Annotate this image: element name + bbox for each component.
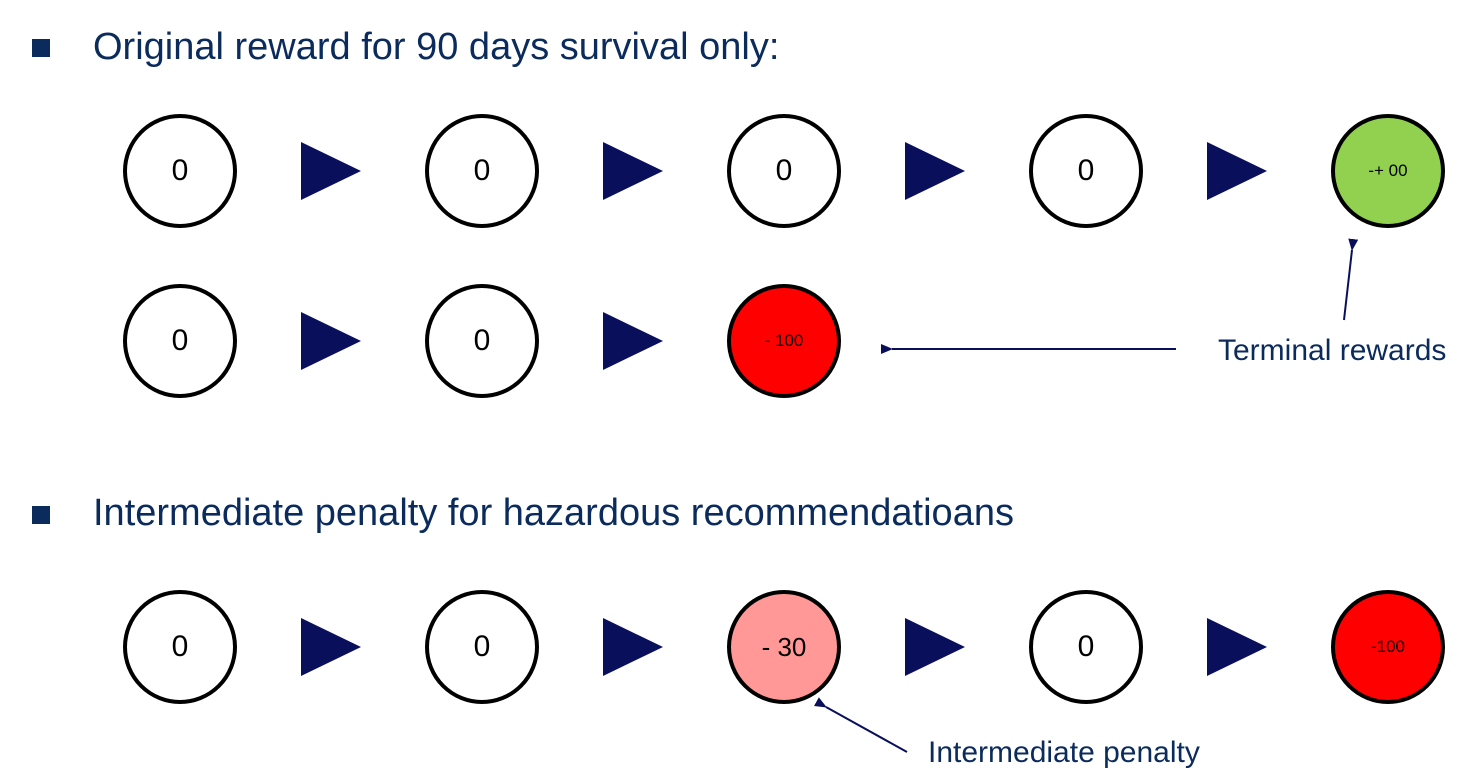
bullet-1 <box>32 39 50 57</box>
terminal-reward-node-negative: - 100 <box>727 284 841 398</box>
transition-arrow <box>301 618 361 676</box>
state-node: 0 <box>1029 114 1143 228</box>
state-node: 0 <box>425 284 539 398</box>
state-node: 0 <box>123 114 237 228</box>
transition-arrow <box>301 142 361 200</box>
transition-arrow <box>1207 618 1267 676</box>
terminal-rewards-label: Terminal rewards <box>1218 334 1447 367</box>
state-node: 0 <box>425 590 539 704</box>
state-node: 0 <box>123 590 237 704</box>
pointer-to-intermediate-penalty <box>813 697 908 753</box>
transition-arrow <box>603 142 663 200</box>
intermediate-penalty-label: Intermediate penalty <box>928 736 1200 769</box>
transition-arrow <box>905 142 965 200</box>
state-node: 0 <box>425 114 539 228</box>
state-node: 0 <box>123 284 237 398</box>
transition-arrow <box>603 312 663 370</box>
state-node: 0 <box>727 114 841 228</box>
transition-arrow <box>1207 142 1267 200</box>
terminal-reward-node-positive: -+ 00 <box>1331 114 1445 228</box>
pointer-to-positive-terminal <box>1343 238 1359 321</box>
intermediate-penalty-node: - 30 <box>727 590 841 704</box>
bullet-2 <box>32 506 50 524</box>
transition-arrow <box>301 312 361 370</box>
heading-intermediate-penalty: Intermediate penalty for hazardous recom… <box>93 492 1014 534</box>
terminal-penalty-node: -100 <box>1331 590 1445 704</box>
transition-arrow <box>905 618 965 676</box>
transition-arrow <box>603 618 663 676</box>
state-node: 0 <box>1029 590 1143 704</box>
heading-original-reward: Original reward for 90 days survival onl… <box>93 26 780 68</box>
